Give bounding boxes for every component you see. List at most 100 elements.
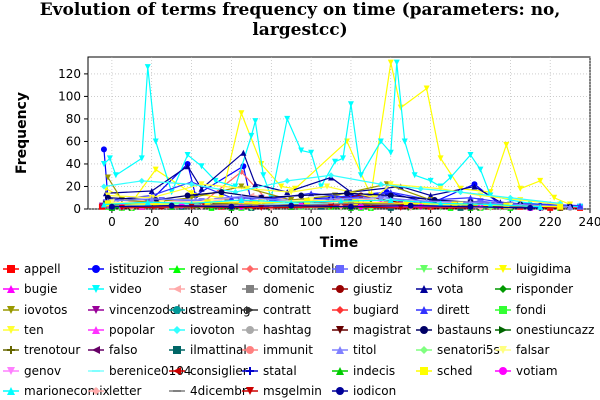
data-point bbox=[212, 177, 219, 184]
chart-title: Evolution of terms frequency on time (pa… bbox=[0, 0, 600, 40]
data-point bbox=[427, 192, 434, 199]
legend-marker bbox=[7, 305, 15, 314]
data-point bbox=[188, 181, 195, 188]
legend-label: vincenzodeluc bbox=[109, 302, 195, 317]
data-point bbox=[417, 185, 424, 192]
legend-swatch bbox=[495, 305, 511, 314]
data-point bbox=[417, 203, 424, 210]
legend-item: statal bbox=[241, 362, 297, 380]
legend-item: regional bbox=[168, 260, 239, 278]
legend-label: dicembr bbox=[353, 262, 403, 276]
data-point bbox=[467, 203, 474, 210]
data-point bbox=[507, 194, 514, 201]
data-point bbox=[238, 193, 245, 200]
data-point bbox=[383, 181, 390, 188]
legend-marker bbox=[336, 346, 344, 355]
data-point bbox=[347, 101, 354, 108]
data-point bbox=[100, 146, 107, 153]
legend-swatch bbox=[495, 346, 511, 355]
data-point bbox=[343, 190, 350, 197]
legend-swatch bbox=[3, 386, 19, 395]
legend-marker bbox=[246, 346, 254, 355]
legend-marker bbox=[336, 366, 344, 375]
series-line bbox=[105, 62, 571, 206]
legend-item: ten bbox=[2, 321, 44, 339]
legend-label: istituzion bbox=[109, 262, 164, 276]
data-point bbox=[144, 199, 151, 206]
legend-marker bbox=[336, 386, 344, 395]
legend-label: consiglier bbox=[190, 363, 248, 378]
data-point bbox=[284, 177, 291, 184]
data-point bbox=[437, 155, 444, 162]
plot-area: 0 20 40 60 80 100 120 140 160 180 200 220 240 0 20 40 60… bbox=[14, 56, 600, 251]
legend-item: appell bbox=[2, 260, 61, 278]
legend-marker bbox=[92, 285, 100, 294]
chart-title-line-1: Evolution of terms frequency on time (pa… bbox=[39, 0, 561, 20]
legend-swatch bbox=[88, 346, 104, 355]
legend-swatch bbox=[495, 285, 511, 294]
data-point bbox=[431, 196, 438, 203]
legend-swatch bbox=[495, 265, 511, 273]
data-point bbox=[148, 187, 155, 194]
legend-item: msgelmin bbox=[241, 382, 322, 400]
legend-marker bbox=[173, 285, 181, 294]
legend-swatch bbox=[169, 285, 185, 294]
legend-swatch bbox=[495, 325, 511, 334]
legend-label: genov bbox=[24, 363, 62, 378]
legend-swatch bbox=[332, 386, 348, 395]
x-tick-label: 220 bbox=[539, 215, 562, 229]
data-point bbox=[451, 201, 458, 208]
data-point bbox=[324, 183, 331, 190]
legend-item: 4dicembr bbox=[168, 382, 247, 400]
legend-label: streaming bbox=[190, 302, 251, 317]
y-axis-label: Frequency bbox=[14, 92, 30, 174]
x-tick-label: 60 bbox=[224, 215, 239, 229]
legend-marker bbox=[336, 285, 344, 294]
legend-label: berenice0104 bbox=[109, 363, 192, 378]
legend-label: 4dicembr bbox=[190, 383, 247, 398]
data-point bbox=[288, 189, 295, 196]
data-point bbox=[144, 64, 151, 71]
legend-item: dirett bbox=[415, 301, 469, 319]
data-point bbox=[298, 192, 305, 199]
legend-label: regional bbox=[190, 262, 239, 276]
data-point bbox=[387, 149, 394, 156]
data-point bbox=[357, 172, 364, 179]
series-line bbox=[103, 199, 541, 208]
data-point bbox=[288, 202, 295, 209]
series-titol bbox=[104, 193, 574, 210]
data-point bbox=[168, 202, 175, 209]
legend-item: votiam bbox=[494, 362, 558, 380]
legend-marker bbox=[420, 366, 428, 375]
legend-swatch bbox=[3, 346, 19, 355]
data-point bbox=[567, 203, 574, 210]
legend-marker bbox=[7, 366, 15, 375]
legend-item: fondi bbox=[494, 301, 546, 319]
data-point bbox=[467, 151, 474, 158]
y-tick-label: 20 bbox=[66, 179, 81, 193]
legend-marker bbox=[92, 305, 100, 314]
legend-marker bbox=[336, 305, 344, 314]
y-tick-label: 60 bbox=[66, 134, 81, 148]
y-tick-label: 80 bbox=[66, 112, 81, 126]
x-axis-label: Time bbox=[320, 235, 358, 251]
legend-item: bastauns bbox=[415, 321, 492, 339]
legend-marker bbox=[499, 285, 507, 294]
data-point bbox=[387, 196, 394, 203]
legend-marker bbox=[173, 305, 181, 314]
data-point bbox=[411, 172, 418, 179]
data-point bbox=[278, 183, 285, 190]
data-point bbox=[228, 203, 235, 210]
data-point bbox=[158, 200, 165, 207]
y-tick-label: 0 bbox=[73, 202, 81, 216]
legend-swatch bbox=[332, 265, 348, 273]
legend-swatch bbox=[3, 265, 19, 273]
data-point bbox=[437, 200, 444, 207]
legend-marker bbox=[246, 305, 254, 314]
legend-swatch bbox=[332, 285, 348, 294]
data-point bbox=[184, 163, 191, 170]
data-point bbox=[328, 172, 335, 179]
legend-label: staser bbox=[190, 282, 227, 297]
legend-label: vota bbox=[437, 282, 464, 297]
data-point bbox=[252, 181, 259, 188]
